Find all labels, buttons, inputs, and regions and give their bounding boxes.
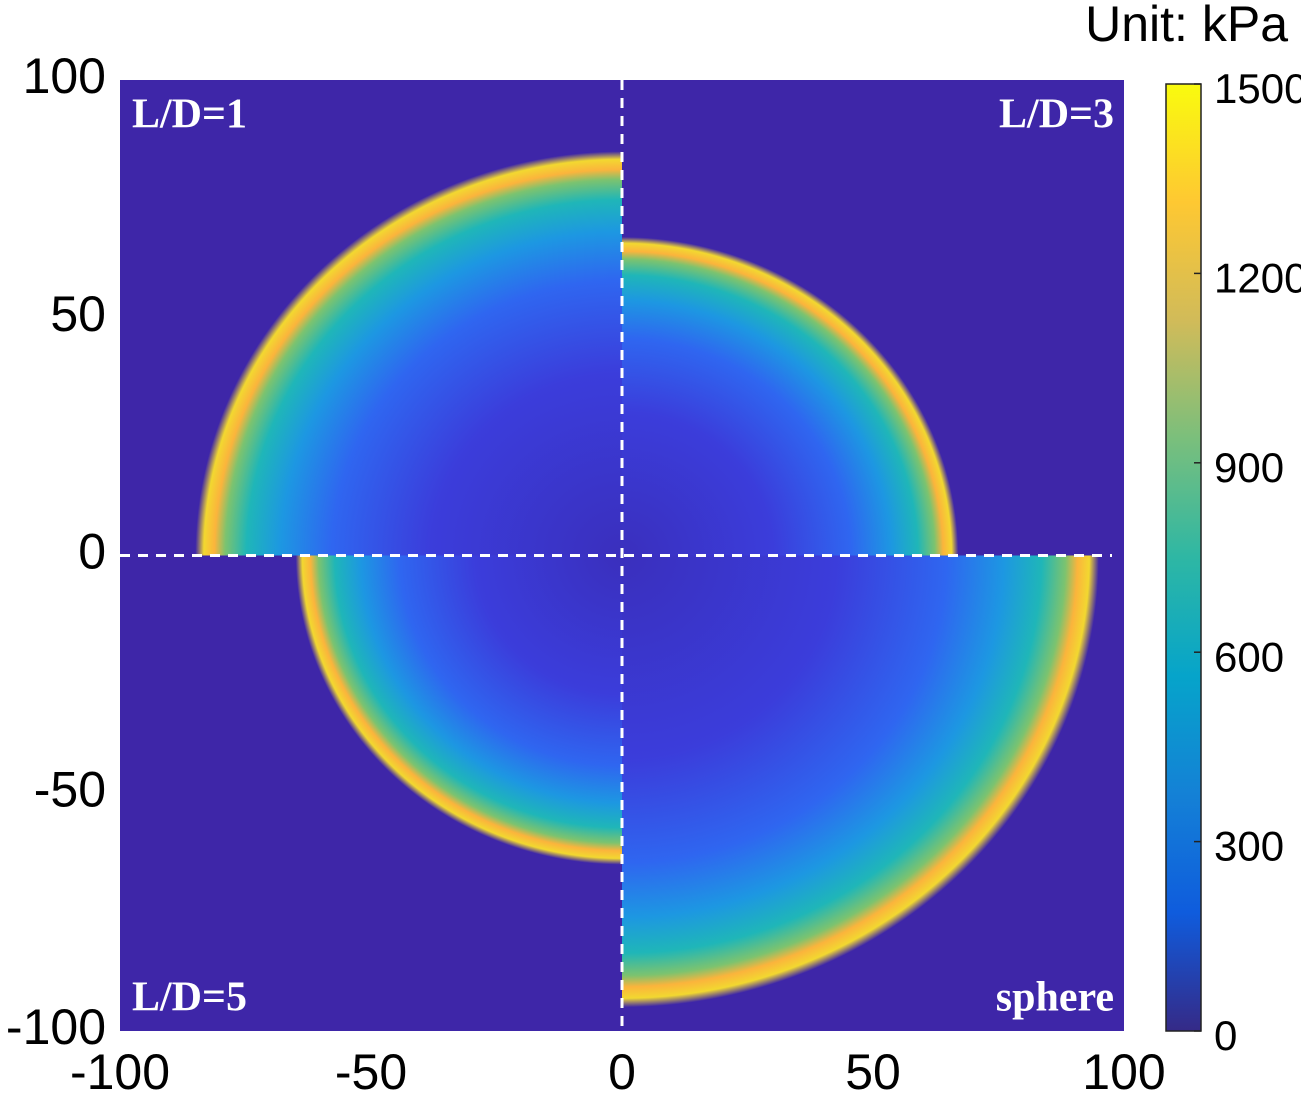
x-tick-label: 50: [845, 1044, 901, 1100]
x-tick-label: -100: [70, 1044, 170, 1100]
y-tick-label: -50: [34, 761, 106, 817]
pressure-front: [295, 555, 622, 865]
colorbar-tick-label: 1200: [1214, 254, 1301, 301]
colorbar-label: Unit: kPa: [1085, 0, 1288, 52]
panel-label: L/D=3: [999, 92, 1114, 138]
panel-label: L/D=5: [132, 975, 247, 1021]
panel-label: L/D=1: [132, 92, 247, 138]
colorbar-tick-label: 1500: [1214, 65, 1301, 112]
pressure-front: [195, 151, 622, 556]
colorbar-tick-label: 900: [1214, 444, 1284, 491]
pressure-front: [622, 237, 959, 556]
colorbar-tick-label: 300: [1214, 823, 1284, 870]
pressure-front: [622, 555, 1099, 1008]
colorbar-tick-label: 0: [1214, 1012, 1237, 1059]
y-tick-label: 100: [23, 48, 106, 104]
panel-label: sphere: [996, 975, 1114, 1021]
y-tick-label: -100: [6, 999, 106, 1055]
x-tick-label: 100: [1082, 1044, 1165, 1100]
colorbar: [1165, 83, 1202, 1032]
colorbar-tick-label: 600: [1214, 633, 1284, 680]
x-tick-label: 0: [608, 1044, 636, 1100]
y-tick-label: 50: [50, 286, 106, 342]
x-tick-label: -50: [335, 1044, 407, 1100]
y-tick-label: 0: [78, 524, 106, 580]
